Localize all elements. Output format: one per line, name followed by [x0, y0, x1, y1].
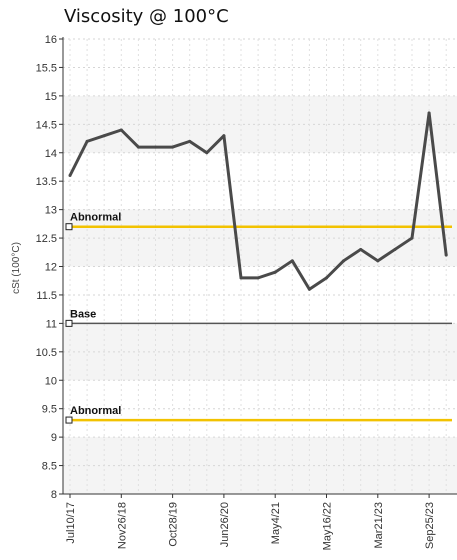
y-tick-label: 9 — [51, 432, 57, 444]
x-tick-label: Nov26/18 — [116, 502, 128, 549]
data-point — [359, 247, 363, 251]
y-axis-label: cSt (100°C) — [11, 242, 22, 294]
y-tick-label: 10.5 — [36, 347, 57, 359]
y-tick-label: 12.5 — [36, 233, 57, 245]
reference-lines: Abnormal Base Abnormal — [65, 212, 452, 424]
reference-label: Abnormal — [70, 212, 121, 224]
y-tick-label: 8.5 — [42, 461, 57, 473]
x-tick-label: Jun26/20 — [219, 502, 231, 547]
data-point — [256, 276, 260, 280]
y-tick-label: 14 — [45, 148, 57, 160]
data-point — [410, 236, 414, 240]
data-point — [102, 134, 106, 138]
data-point — [154, 145, 157, 149]
data-point — [444, 253, 448, 257]
data-point — [376, 259, 380, 263]
reference-label: Base — [70, 308, 96, 320]
data-point — [427, 111, 431, 115]
x-tick-label: Mar21/23 — [373, 502, 385, 548]
data-point — [273, 270, 277, 274]
data-point — [222, 134, 226, 138]
y-tick-label: 9.5 — [42, 404, 57, 416]
x-tick-label: May16/22 — [322, 502, 334, 550]
data-point — [205, 151, 209, 155]
data-point — [136, 145, 140, 149]
series-layer — [68, 111, 448, 291]
reference-marker — [65, 223, 73, 231]
y-tick-label: 16 — [45, 34, 57, 46]
reference-label: Abnormal — [70, 405, 121, 417]
x-tick-label: Sep25/23 — [424, 502, 436, 549]
y-tick-label: 11.5 — [36, 290, 57, 302]
data-point — [68, 174, 72, 177]
x-tick-label: May4/21 — [270, 502, 282, 544]
y-tick-label: 13.5 — [36, 176, 57, 188]
data-point — [325, 276, 328, 280]
data-point — [239, 276, 243, 280]
data-point — [290, 259, 294, 263]
x-tick-label: Oct28/19 — [168, 502, 180, 547]
y-tick-label: 15 — [45, 91, 57, 103]
y-tick-label: 13 — [45, 205, 57, 217]
reference-marker — [65, 416, 73, 424]
x-tick-label: Jul10/17 — [65, 502, 77, 544]
y-tick-label: 12 — [45, 262, 57, 274]
data-point — [85, 139, 89, 143]
reference-marker — [65, 319, 73, 327]
data-point — [171, 145, 175, 149]
y-tick-label: 8 — [51, 489, 57, 501]
chart-title: Viscosity @ 100°C — [64, 6, 229, 27]
data-point — [119, 128, 123, 132]
y-tick-label: 11 — [46, 318, 57, 330]
y-tick-label: 14.5 — [36, 119, 57, 131]
data-point — [188, 139, 192, 143]
y-tick-label: 15.5 — [36, 62, 57, 74]
data-point — [393, 247, 397, 251]
data-point — [307, 287, 311, 291]
axes: 8 8.5 9 9.5 10 10.5 11 11.5 12 12.5 13 13.5 14 14.5 15… — [36, 34, 457, 550]
y-tick-label: 10 — [45, 375, 57, 387]
data-point — [342, 259, 346, 263]
